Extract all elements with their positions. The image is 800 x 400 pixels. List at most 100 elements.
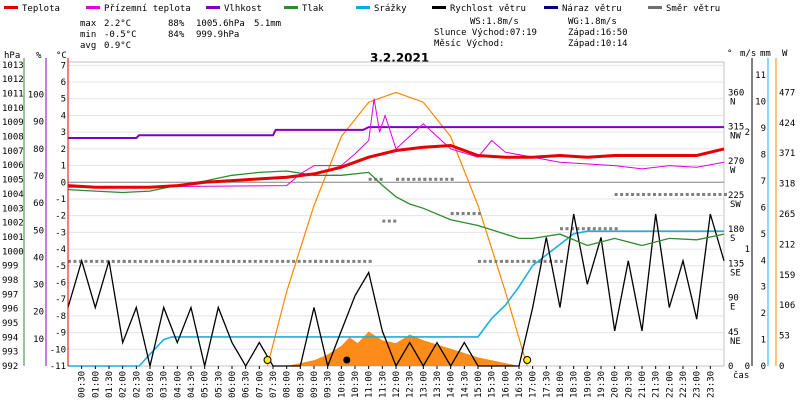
- temp-tick-label: -2: [55, 212, 66, 222]
- legend-swatch: [86, 6, 100, 9]
- time-tick-label: 19:30: [597, 371, 607, 398]
- time-tick-label: 04:30: [187, 371, 197, 398]
- temp-tick-label: 2: [61, 145, 66, 155]
- stats-table: max 2.2°C 88% 1005.6hPa 5.1mm min -0.5°C 84% 999…: [80, 19, 281, 51]
- wind-direction-point: [95, 259, 99, 263]
- solar-tick-label: 159: [779, 271, 795, 281]
- wind-direction-point: [576, 227, 580, 231]
- time-tick-label: 07:30: [269, 371, 279, 398]
- time-tick-label: 23:30: [706, 371, 716, 398]
- wind-direction-point: [636, 193, 640, 196]
- wind-direction-point: [330, 259, 334, 263]
- wind-direction-point: [499, 259, 503, 263]
- wind-direction-point: [182, 259, 186, 263]
- wind-direction-point: [554, 259, 558, 263]
- pressure-tick-label: 995: [2, 319, 18, 329]
- temperature-line: [67, 143, 725, 189]
- wind-direction-point: [494, 259, 498, 263]
- time-tick-label: 17:00: [529, 371, 539, 398]
- legend-label: Tlak: [302, 4, 324, 14]
- direction-tick-label: 0: [728, 362, 733, 372]
- temp-tick-label: -3: [55, 228, 66, 238]
- pressure-tick-label: 1005: [2, 176, 24, 186]
- time-tick-label: 00:30: [78, 371, 88, 398]
- direction-tick-label: 315: [728, 123, 744, 133]
- wind-direction-point: [226, 259, 230, 263]
- wind-direction-point: [193, 259, 197, 263]
- rain-tick-label: 6: [761, 203, 766, 213]
- direction-compass-label: W: [730, 166, 736, 176]
- stat-temp: 0.9°C: [104, 41, 131, 51]
- wind-direction-point: [368, 259, 372, 263]
- humidity-tick-label: 10: [33, 335, 44, 345]
- solar-tick-label: 53: [779, 332, 790, 342]
- direction-compass-label: NE: [730, 337, 741, 347]
- wind-direction-point: [363, 259, 367, 263]
- wind-direction-point: [560, 227, 563, 231]
- wind-direction-point: [303, 259, 307, 263]
- wind-direction-point: [335, 259, 339, 263]
- stat-rain: 5.1mm: [254, 19, 281, 29]
- solar-tick-label: 477: [779, 88, 795, 98]
- rain-tick-label: 11: [755, 71, 766, 81]
- wind-direction-point: [713, 193, 717, 196]
- humidity-tick-label: 40: [33, 253, 44, 263]
- wind-tick-label: 2: [745, 128, 750, 138]
- wind-direction-point: [680, 193, 684, 196]
- time-tick-label: 02:30: [132, 371, 142, 398]
- legend-label: Rychlost větru: [450, 4, 526, 14]
- direction-compass-label: S: [730, 234, 735, 244]
- time-tick-label: 09:30: [324, 371, 334, 398]
- wind-direction-point: [543, 259, 547, 263]
- wind-direction-point: [439, 177, 443, 181]
- wind-direction-point: [483, 259, 487, 263]
- direction-compass-label: SE: [730, 268, 741, 278]
- humidity-tick-label: 90: [33, 118, 44, 128]
- wind-direction-point: [308, 259, 312, 263]
- rain-tick-label: 1: [761, 336, 766, 346]
- time-tick-label: 21:00: [638, 371, 648, 398]
- time-tick-label: 05:00: [201, 371, 211, 398]
- wind-direction-point: [166, 259, 170, 263]
- pressure-tick-label: 999: [2, 262, 18, 272]
- time-tick-label: 05:30: [214, 371, 224, 398]
- precipitation-line: [68, 230, 724, 367]
- temp-tick-label: -4: [55, 245, 66, 255]
- wind-direction-point: [472, 212, 476, 215]
- rain-tick-label: 10: [755, 98, 766, 108]
- direction-unit: °: [727, 49, 732, 59]
- wind-direction-point: [478, 259, 481, 263]
- pressure-tick-label: 1011: [2, 90, 24, 100]
- temp-tick-label: -1: [55, 195, 66, 205]
- stat-label: min: [80, 30, 96, 40]
- humidity-unit: %: [36, 51, 42, 61]
- wind-direction-point: [275, 259, 279, 263]
- wind-direction-point: [603, 227, 607, 231]
- stat-press: 999.9hPa: [196, 30, 239, 40]
- direction-compass-label: NW: [730, 132, 741, 142]
- wind-direction-point: [647, 193, 651, 196]
- wind-direction-point: [232, 259, 235, 263]
- time-tick-label: 11:00: [365, 371, 375, 398]
- solar-unit: W: [782, 49, 788, 59]
- temp-tick-label: -5: [55, 262, 66, 272]
- right-axes: ° m/s mm W360N315NW270W225SW180S135SE90E45N…: [727, 49, 795, 372]
- pressure-tick-label: 1006: [2, 161, 24, 171]
- wind-direction-point: [412, 177, 416, 181]
- pressure-tick-label: 1008: [2, 133, 24, 143]
- wind-direction-point: [133, 259, 137, 263]
- pressure-tick-label: 993: [2, 348, 18, 358]
- wind-direction-point: [570, 227, 574, 231]
- plot-area: [67, 61, 727, 369]
- wind-direction-point: [505, 259, 509, 263]
- pressure-tick-label: 996: [2, 305, 18, 315]
- pressure-tick-label: 997: [2, 290, 18, 300]
- direction-tick-label: 180: [728, 225, 744, 235]
- time-tick-label: 21:30: [652, 371, 662, 398]
- pressure-tick-label: 998: [2, 276, 18, 286]
- moon-rise: Měsíc Východ:: [434, 39, 504, 49]
- stat-label: avg: [80, 41, 96, 51]
- time-tick-label: 23:00: [693, 371, 703, 398]
- legend-label: Směr větru: [666, 4, 720, 14]
- temp-tick-label: 5: [61, 95, 66, 105]
